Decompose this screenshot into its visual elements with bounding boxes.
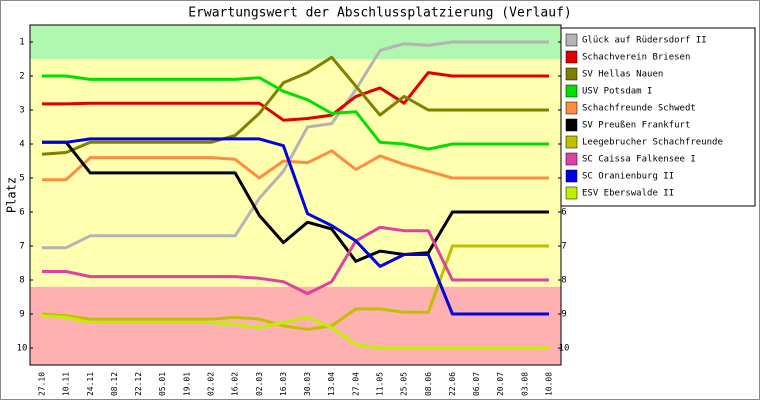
legend-swatch — [565, 118, 578, 132]
x-tick-label: 16.03 — [279, 372, 288, 396]
x-tick-label: 06.07 — [472, 372, 481, 396]
y-tick-label: 8 — [19, 276, 24, 286]
legend-label: Schachverein Briesen — [582, 53, 690, 63]
legend-swatch — [565, 84, 578, 98]
legend-swatch — [565, 101, 578, 115]
x-tick-label: 25.05 — [400, 372, 409, 396]
series-line — [42, 137, 549, 316]
legend-label: Schachfreunde Schwedt — [582, 104, 696, 114]
y-tick-label: 9 — [19, 310, 24, 320]
x-tick-label: 10.08 — [545, 372, 554, 396]
series-line — [42, 71, 549, 122]
legend-label: SV Hellas Nauen — [582, 70, 663, 80]
series-line — [42, 149, 549, 182]
series-line — [41, 244, 549, 331]
series-line — [42, 40, 549, 250]
y-tick-label: 7 — [19, 242, 24, 252]
x-tick-label: 02.02 — [207, 372, 216, 396]
x-tick-label: 11.05 — [376, 372, 385, 396]
legend-label: SC Caissa Falkensee I — [582, 155, 696, 165]
x-tick-label: 13.04 — [327, 372, 336, 396]
x-tick-label: 27.10 — [38, 372, 47, 396]
x-tick-label: 16.02 — [231, 372, 240, 396]
legend-label: ESV Eberswalde II — [582, 189, 674, 199]
legend-label: SC Oranienburg II — [582, 172, 674, 182]
legend-box — [560, 27, 756, 207]
y-tick-label: 2 — [19, 72, 24, 82]
y-tick-label-right: 6 — [561, 208, 566, 218]
chart-title: Erwartungswert der Abschlussplatzierung … — [188, 6, 572, 21]
x-tick-label: 22.06 — [448, 372, 457, 396]
legend-label: Leegebrucher Schachfreunde — [582, 138, 723, 148]
x-tick-label: 10.11 — [62, 372, 71, 396]
x-tick-label: 24.11 — [86, 372, 95, 396]
legend-swatch — [565, 186, 578, 200]
x-tick-label: 19.01 — [182, 372, 191, 396]
y-tick-label: 6 — [19, 208, 24, 218]
x-tick-label: 02.03 — [255, 372, 264, 396]
y-tick-label-right: 10 — [559, 344, 570, 354]
y-tick-label: 5 — [19, 174, 24, 184]
y-tick-label: 4 — [19, 140, 24, 150]
x-tick-label: 20.07 — [496, 372, 505, 396]
series-line — [41, 55, 549, 156]
series-line — [42, 225, 549, 296]
legend-label: Glück auf Rüdersdorf II — [582, 36, 707, 46]
legend-swatch — [565, 169, 578, 183]
x-tick-label: 27.04 — [351, 372, 360, 396]
x-tick-label: 08.12 — [110, 372, 119, 396]
series-line — [42, 140, 549, 263]
legend-swatch — [565, 152, 578, 166]
x-tick-label: 08.06 — [424, 372, 433, 396]
legend-swatch — [565, 135, 578, 149]
x-tick-label: 03.08 — [520, 372, 529, 396]
legend-swatch — [565, 67, 578, 81]
legend-label: USV Potsdam I — [582, 87, 652, 97]
y-tick-label-right: 7 — [561, 242, 566, 252]
series-line — [42, 74, 549, 151]
x-tick-label: 22.12 — [134, 372, 143, 396]
legend-label: SV Preußen Frankfurt — [582, 121, 690, 131]
y-axis-label: Platz — [5, 177, 19, 213]
series-line — [41, 314, 549, 350]
y-tick-label-right: 8 — [561, 276, 566, 286]
legend-swatch — [565, 50, 578, 64]
y-tick-label: 3 — [19, 106, 24, 116]
x-tick-label: 30.03 — [303, 372, 312, 396]
y-tick-label-right: 9 — [561, 310, 566, 320]
band — [30, 286, 561, 365]
y-tick-label: 1 — [19, 38, 24, 48]
legend-swatch — [565, 33, 578, 47]
y-tick-label: 10 — [17, 344, 28, 354]
x-tick-label: 05.01 — [158, 372, 167, 396]
